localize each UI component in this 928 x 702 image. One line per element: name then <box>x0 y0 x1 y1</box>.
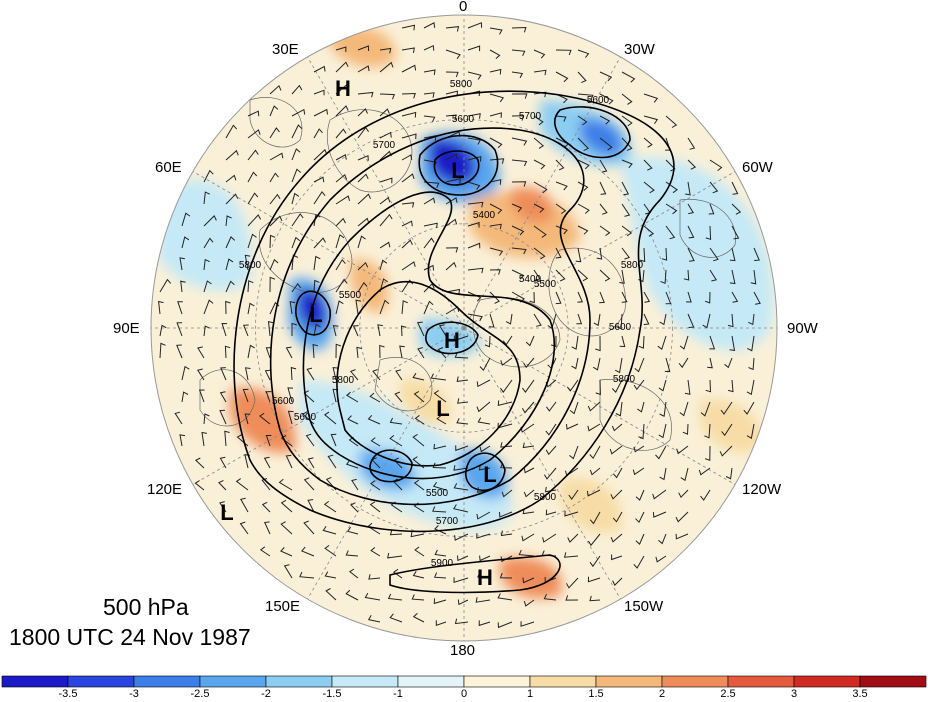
contour-label: 5600 <box>609 322 632 333</box>
colorbar <box>1 675 927 688</box>
pressure-centers: H L L H L L H L <box>220 76 496 590</box>
colorbar-swatch <box>463 675 531 688</box>
lon-label-120e: 120E <box>147 481 183 498</box>
contour-label: 5600 <box>272 396 295 407</box>
contour-label: 5800 <box>534 492 557 503</box>
colorbar-swatch <box>133 675 201 688</box>
colorbar-tick-label: 3.5 <box>852 688 868 700</box>
colorbar-tick-label: 3 <box>790 688 798 700</box>
colorbar-tick-label: 0 <box>460 688 468 700</box>
contour-label: 5500 <box>534 279 557 290</box>
colorbar-swatch <box>331 675 399 688</box>
lon-label-60e: 60E <box>155 159 182 176</box>
colorbar-tick-label: 1.5 <box>588 688 604 700</box>
contour-label: 5700 <box>373 140 396 151</box>
contour-label: 5800 <box>613 374 636 385</box>
high-pressure-center: H <box>444 328 460 353</box>
colorbar-tick-label: -2 <box>261 688 271 700</box>
map-boundary <box>150 14 778 642</box>
low-pressure-center: L <box>220 500 233 525</box>
colorbar-tick-label: -1 <box>393 688 403 700</box>
low-pressure-center: L <box>451 158 464 183</box>
graticule-lines <box>151 15 777 641</box>
contour-label: 5400 <box>473 210 496 221</box>
lon-label-60w: 60W <box>742 159 773 176</box>
colorbar-swatch <box>727 675 795 688</box>
title-level: 500 hPa <box>103 594 189 620</box>
colorbar-swatch <box>529 675 597 688</box>
contour-label: 5800 <box>450 79 473 90</box>
low-pressure-center: L <box>309 302 322 327</box>
contour-label: 5600 <box>294 412 317 423</box>
high-pressure-center: H <box>477 565 493 590</box>
contour-label: 5500 <box>339 290 362 301</box>
contour-label: 5700 <box>436 516 459 527</box>
contour-label: 5400 <box>519 274 542 285</box>
title-time: 1800 UTC 24 Nov 1987 <box>9 624 251 650</box>
colorbar-swatch <box>397 675 465 688</box>
lon-label-120w: 120W <box>742 481 782 498</box>
low-pressure-center: L <box>436 396 449 421</box>
colorbar-swatch <box>199 675 267 688</box>
lon-label-90w: 90W <box>787 320 818 337</box>
colorbar-tick-label: 1 <box>526 688 534 700</box>
colorbar-tick-label: 2 <box>658 688 666 700</box>
colorbar-tick-label: -2.5 <box>190 688 210 700</box>
contour-label: 5600 <box>587 95 610 106</box>
lon-label-150e: 150E <box>265 598 301 615</box>
colorbar-swatch <box>67 675 135 688</box>
lon-label-0: 0 <box>459 0 468 15</box>
colorbar-tick-label: -1.5 <box>322 688 342 700</box>
colorbar-tick-label: -3.5 <box>58 688 78 700</box>
lon-label-90e: 90E <box>113 320 140 337</box>
low-pressure-center: L <box>483 462 496 487</box>
contour-label: 5800 <box>239 260 262 271</box>
lon-label-150w: 150W <box>624 598 664 615</box>
colorbar-swatch <box>859 675 927 688</box>
colorbar-swatch <box>595 675 663 688</box>
lon-label-30w: 30W <box>624 41 655 58</box>
contour-label: 5800 <box>621 260 644 271</box>
colorbar-swatch <box>793 675 861 688</box>
contour-label: 5800 <box>332 375 355 386</box>
height-contours <box>233 90 675 594</box>
contour-label: 5600 <box>452 114 475 125</box>
contour-label: 5500 <box>426 488 449 499</box>
colorbar-tick-label: 2.5 <box>720 688 736 700</box>
colorbar-tick-label: -3 <box>129 688 139 700</box>
lon-label-180: 180 <box>450 642 476 659</box>
contour-label: 5900 <box>431 558 454 569</box>
lon-label-30e: 30E <box>272 41 299 58</box>
colorbar-swatch <box>265 675 333 688</box>
colorbar-swatch <box>1 675 69 688</box>
colorbar-swatch <box>661 675 729 688</box>
high-pressure-center: H <box>335 76 351 101</box>
contour-label: 5700 <box>519 111 542 122</box>
